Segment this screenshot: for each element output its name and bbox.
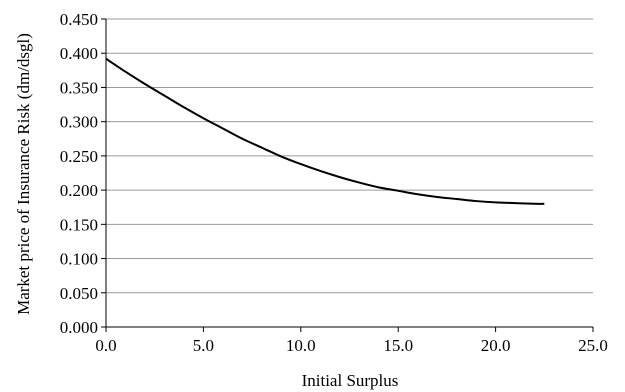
y-tick-label: 0.350 xyxy=(60,78,98,97)
y-tick-label: 0.000 xyxy=(60,318,98,337)
y-tick-label: 0.050 xyxy=(60,284,98,303)
series-line xyxy=(105,57,545,205)
series-layer xyxy=(105,57,545,205)
x-tick-label: 5.0 xyxy=(193,336,214,355)
x-tick-label: 0.0 xyxy=(95,336,116,355)
y-tick-label: 0.250 xyxy=(60,147,98,166)
gridlines xyxy=(106,18,593,294)
x-tick-label: 10.0 xyxy=(286,336,316,355)
tick-labels: 0.000 0.050 0.100 0.150 0.200 0.250 0.300 0.350… xyxy=(60,10,608,355)
y-tick-label: 0.300 xyxy=(60,113,98,132)
y-tick-label: 0.100 xyxy=(60,250,98,269)
y-tick-label: 0.200 xyxy=(60,181,98,200)
x-tick-label: 25.0 xyxy=(578,336,608,355)
axes xyxy=(101,18,594,332)
y-axis-title: Market price of Insurance Risk (dm/dsgl) xyxy=(14,33,33,315)
x-tick-label: 15.0 xyxy=(383,336,413,355)
x-tick-label: 20.0 xyxy=(481,336,511,355)
y-tick-label: 0.150 xyxy=(60,215,98,234)
x-axis-title: Initial Surplus xyxy=(302,371,399,390)
y-tick-label: 0.400 xyxy=(60,44,98,63)
y-tick-label: 0.450 xyxy=(60,10,98,29)
